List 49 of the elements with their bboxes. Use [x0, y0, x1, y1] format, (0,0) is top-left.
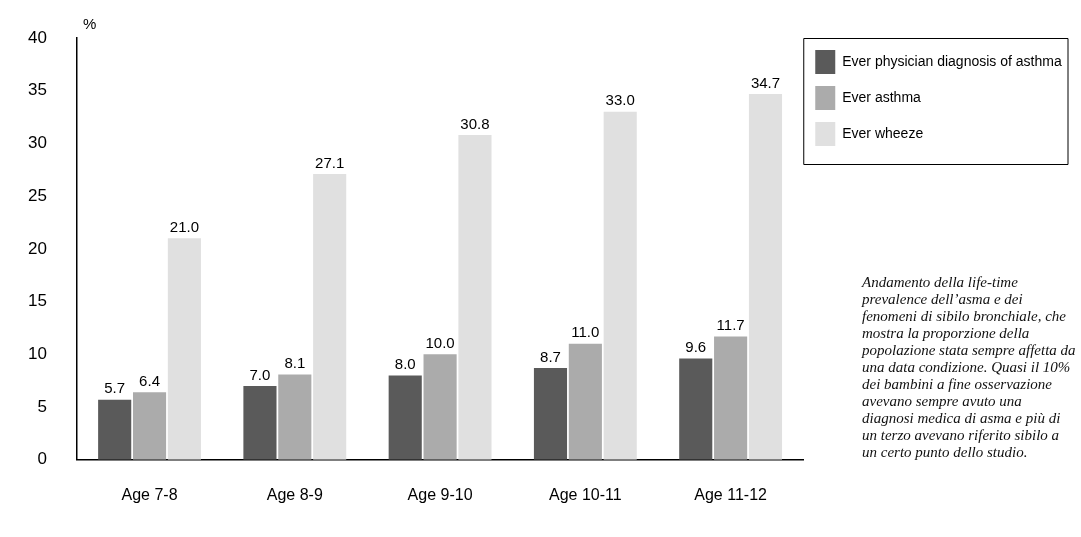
bar: [423, 354, 457, 460]
legend-label: Ever wheeze: [842, 124, 924, 141]
bar: [679, 358, 713, 460]
y-tick-label: 20: [27, 238, 47, 258]
y-tick-label: 5: [37, 396, 47, 416]
data-label: 30.8: [460, 114, 490, 132]
bar: [533, 368, 568, 460]
y-tick-label: 10: [27, 344, 47, 364]
bar: [313, 174, 347, 460]
bar: [603, 111, 637, 460]
data-label: 6.4: [139, 371, 160, 389]
x-tick-label: Age 7-8: [121, 485, 178, 503]
bar: [98, 399, 132, 460]
bar: [278, 374, 312, 460]
data-label: 9.6: [685, 338, 707, 356]
x-tick-label: Age 8-9: [266, 485, 323, 503]
x-tick-label: Age 10-11: [549, 485, 622, 503]
y-tick-label: 40: [27, 27, 47, 47]
data-label: 8.1: [284, 354, 306, 372]
y-tick-label: 35: [27, 80, 47, 100]
bar: [748, 93, 783, 460]
y-axis-title: %: [82, 14, 97, 32]
data-label: 27.1: [315, 153, 345, 171]
x-tick-label: Age 9-10: [407, 485, 473, 503]
bar: [132, 392, 167, 460]
data-label: 21.0: [169, 218, 200, 235]
bar: [243, 385, 277, 460]
text: Andamento della life-time prevalence dell’asma e dei fenomeni di sibilo bronchiale, che mostra la proporzione della popolazione stata sempre affetta da una data condizione. Quasi il 10% dei bambini a fine osservazione avevano sempre avuto una diagnosi medica di asma e più di un terzo avevano riferito sibilo a un certo punto dello studio.: [862, 274, 1076, 460]
bar: [458, 135, 492, 460]
legend-label: Ever asthma: [842, 88, 922, 105]
bar: [388, 375, 422, 460]
data-label: 11.0: [571, 323, 600, 341]
data-label: 33.0: [605, 91, 635, 109]
data-label: 5.7: [104, 379, 126, 397]
bar: [714, 336, 748, 460]
data-label: 34.7: [750, 73, 781, 91]
data-label: 8.7: [540, 347, 561, 365]
x-tick-label: Age 11-12: [694, 485, 768, 503]
y-tick-label: 15: [27, 291, 47, 311]
legend-label: Ever physician diagnosis of asthma: [842, 52, 1062, 69]
y-tick-label: 30: [27, 133, 47, 153]
data-label: 11.7: [716, 316, 745, 334]
y-tick-label: 25: [27, 185, 47, 205]
data-label: 7.0: [249, 365, 271, 383]
data-label: 10.0: [425, 333, 455, 351]
data-label: 8.0: [394, 355, 416, 373]
bar: [167, 238, 201, 460]
bar: [568, 343, 602, 460]
y-tick-label: 0: [37, 449, 47, 469]
